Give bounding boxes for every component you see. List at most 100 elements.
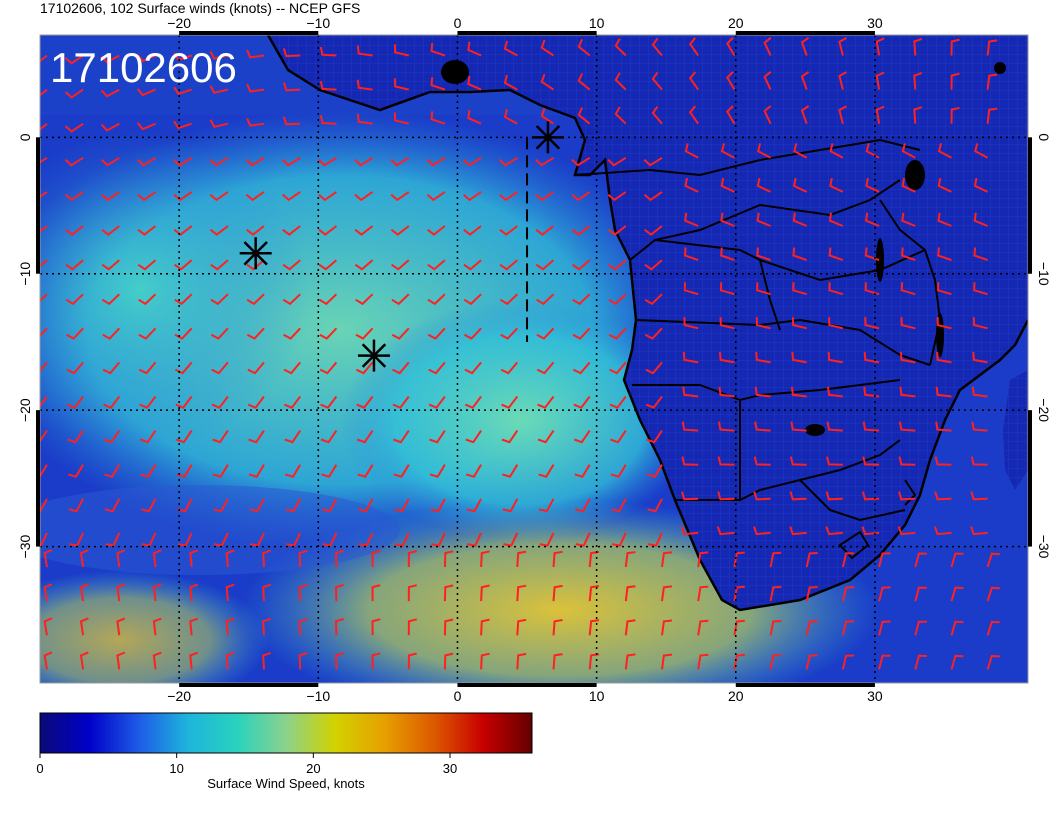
wind-barb-455	[878, 586, 891, 602]
wind-barb-370	[717, 491, 735, 501]
wind-barb-123	[571, 191, 591, 202]
wind-barb-80	[986, 107, 998, 124]
wind-barb-379	[69, 532, 85, 547]
wind-barb-241	[936, 317, 952, 330]
wind-barb-397	[716, 526, 735, 536]
wind-barb-415	[407, 550, 417, 568]
wind-barb-383	[213, 532, 229, 547]
wind-barb-206	[644, 293, 663, 306]
wind-barb-117	[354, 191, 374, 202]
lat-label-right-2: −20	[1036, 398, 1052, 422]
wind-barb-458	[986, 586, 1000, 602]
wind-barb-9	[356, 45, 373, 57]
wind-barb-74	[763, 105, 772, 125]
wind-barb-454	[841, 586, 855, 602]
wind-barb-62	[319, 114, 337, 125]
wind-barb-196	[282, 293, 301, 306]
wind-barb-191	[101, 293, 120, 306]
wind-barb-490	[189, 651, 199, 670]
wind-barb-41	[540, 73, 555, 91]
lat-label-right-1: −10	[1036, 262, 1052, 286]
wind-barb-294	[899, 386, 916, 398]
axis-tick-labels: −20 −20 −10 −10 0 0 10 10 20 20 30 30 0 0 −10 −10 −20 −20…	[17, 15, 1052, 704]
wind-barb-491	[225, 651, 235, 670]
wind-barb-304	[284, 430, 302, 444]
wind-barb-163	[65, 259, 84, 271]
wind-barb-481	[841, 620, 855, 636]
wind-barb-456	[914, 586, 927, 602]
wind-barb-366	[575, 498, 591, 513]
wind-barb-186	[901, 247, 916, 262]
wind-barb-493	[298, 652, 308, 670]
wind-barb-326	[104, 464, 121, 478]
wind-barb-0	[40, 54, 48, 63]
bottom-edge-bar-1	[179, 683, 319, 687]
wind-barb-91	[390, 156, 410, 167]
wind-barb-15	[577, 38, 591, 57]
wind-barb-149	[535, 225, 555, 236]
wind-barb-277	[284, 395, 301, 409]
wind-barb-276	[247, 395, 265, 409]
wind-barb-474	[588, 619, 600, 636]
wind-barb-488	[116, 651, 126, 670]
wind-barb-337	[502, 464, 519, 478]
wind-barb-477	[697, 619, 709, 636]
wind-barb-165	[137, 259, 157, 271]
wind-barb-375	[898, 491, 916, 501]
top-edge-bar-1	[179, 31, 319, 35]
marker-1	[531, 121, 564, 154]
wind-barb-215	[973, 282, 988, 296]
wind-barb-142	[282, 225, 301, 236]
wind-barb-253	[392, 361, 410, 375]
wind-barb-263	[755, 351, 771, 364]
wind-barb-363	[466, 498, 482, 513]
wind-barb-436	[189, 583, 199, 602]
wind-barb-131	[865, 177, 880, 193]
wind-barb-132	[901, 177, 916, 193]
wind-barb-438	[262, 583, 272, 602]
wind-barb-242	[972, 317, 988, 330]
wind-barb-332	[321, 464, 338, 478]
wind-barb-322	[935, 421, 952, 432]
wind-barb-125	[643, 191, 663, 202]
wind-barb-301	[175, 430, 193, 444]
wind-barb-482	[878, 620, 891, 636]
wind-barb-82	[64, 156, 84, 167]
wind-barb-388	[394, 532, 410, 547]
wind-barb-384	[250, 532, 265, 547]
wind-barb-291	[790, 386, 807, 398]
wind-barb-180	[683, 247, 699, 262]
wind-barb-213	[900, 282, 916, 296]
wind-barb-286	[609, 395, 627, 409]
wind-barb-233	[644, 327, 663, 340]
wind-barb-56	[100, 122, 120, 132]
wind-barb-495	[371, 652, 381, 670]
wind-barb-53	[986, 73, 998, 90]
wind-barb-46	[726, 71, 736, 91]
wind-barb-128	[756, 177, 772, 193]
wind-barb-381	[141, 532, 157, 547]
wind-barb-154	[720, 212, 735, 227]
figure-title: 17102606, 102 Surface winds (knots) -- N…	[40, 0, 360, 16]
wind-barb-502	[624, 653, 636, 670]
wind-barb-486	[43, 651, 53, 670]
wind-barb-464	[225, 617, 235, 636]
wind-barb-39	[467, 75, 482, 91]
wind-barb-264	[791, 351, 807, 364]
wind-barb-101	[757, 143, 772, 159]
wind-barb-274	[175, 395, 193, 409]
wind-barb-174	[463, 259, 482, 271]
wind-barb-251	[319, 361, 338, 375]
wind-barb-135	[40, 225, 48, 233]
wind-barb-49	[838, 71, 847, 90]
wind-barb-50	[875, 71, 885, 90]
wind-barb-102	[793, 143, 808, 159]
wind-barb-347	[862, 456, 880, 466]
wind-barb-218	[102, 327, 121, 340]
wind-barb-443	[443, 584, 454, 602]
wind-barb-254	[428, 361, 446, 375]
wind-barb-361	[394, 498, 410, 513]
wind-barb-75	[800, 105, 810, 125]
wind-barb-28	[64, 88, 84, 99]
lat-label-right-0: 0	[1036, 133, 1052, 141]
